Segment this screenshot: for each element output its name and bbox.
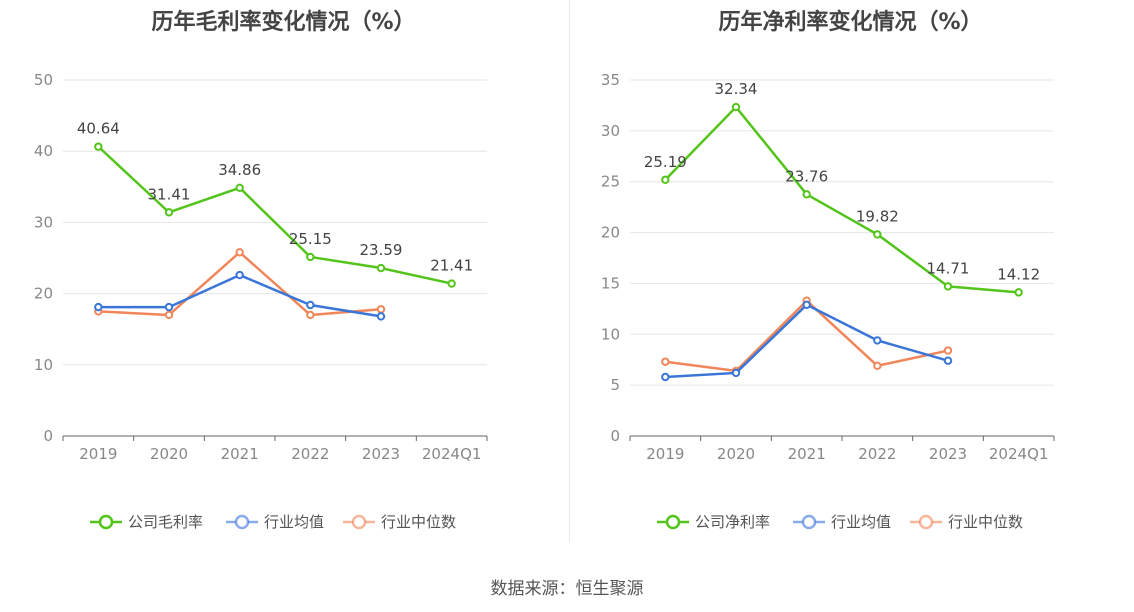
x-tick-label: 2021 [221, 445, 259, 463]
data-point [376, 305, 386, 314]
data-label: 23.76 [785, 167, 828, 185]
y-tick-label: 15 [601, 274, 620, 292]
data-point [802, 300, 811, 309]
y-tick-label: 0 [43, 427, 53, 445]
data-point [661, 357, 670, 366]
data-point [94, 142, 103, 151]
legend-marker-icon [665, 514, 681, 530]
data-point [661, 372, 670, 382]
x-tick-label: 2019 [79, 445, 117, 463]
net-margin-chart: 0 5 10 15 20 25 30 35 2019 2020 2021 2022 2023 2024Q1… [601, 71, 1055, 531]
legend-label: 公司净利率 [695, 513, 770, 531]
net-margin-chart-panel: 历年净利率变化情况（%） 0 5 10 15 20 25 30 35 2019 2020 2021 2… [567, 0, 1134, 545]
data-label: 25.19 [644, 153, 687, 171]
x-tick-label: 2021 [788, 445, 826, 463]
y-tick-label: 20 [34, 285, 53, 303]
x-tick-label: 2024Q1 [422, 445, 482, 463]
legend-label: 行业中位数 [381, 513, 456, 531]
gross-margin-chart-panel: 历年毛利率变化情况（%） 0 10 20 30 40 50 2019 2020 2021 2022… [0, 0, 567, 545]
gross-margin-chart: 0 10 20 30 40 50 2019 2020 2021 2022 2023 2024Q1 40.… [34, 71, 488, 531]
series-line [665, 299, 949, 373]
data-point [306, 252, 315, 262]
data-point [802, 190, 811, 199]
y-tick-label: 50 [34, 71, 53, 89]
data-point [943, 346, 953, 355]
legend-marker-icon [351, 514, 367, 530]
data-point [661, 175, 670, 184]
y-tick-label: 25 [601, 173, 620, 191]
y-tick-label: 20 [601, 224, 620, 242]
y-tick-label: 5 [610, 376, 620, 394]
data-point [731, 102, 741, 112]
data-label: 31.41 [148, 185, 191, 203]
data-point [873, 336, 882, 345]
data-label: 21.41 [430, 257, 473, 275]
data-point [235, 183, 244, 192]
series-line [664, 105, 1019, 294]
data-label: 32.34 [715, 80, 758, 98]
x-tick-label: 2020 [717, 445, 755, 463]
data-label: 14.12 [997, 265, 1040, 283]
y-tick-label: 0 [610, 427, 620, 445]
data-point [235, 248, 244, 257]
y-tick-label: 30 [601, 122, 620, 140]
legend-marker-icon [234, 514, 250, 530]
data-label: 40.64 [77, 120, 120, 138]
data-point [1014, 288, 1023, 297]
data-point [943, 356, 953, 365]
data-source-note: 数据来源：恒生聚源 [490, 579, 644, 599]
chart-title: 历年毛利率变化情况（%） [151, 10, 416, 35]
legend-marker-icon [98, 514, 114, 530]
series-line [98, 273, 382, 318]
data-point [376, 263, 386, 273]
y-tick-label: 30 [34, 213, 53, 231]
data-point [306, 310, 315, 320]
data-label: 34.86 [218, 161, 261, 179]
y-tick-label: 10 [601, 325, 620, 343]
data-label: 14.71 [927, 259, 970, 277]
data-point [164, 208, 174, 217]
data-point [164, 310, 174, 320]
chart-title: 历年净利率变化情况（%） [718, 10, 983, 35]
data-point [873, 361, 882, 371]
data-label: 23.59 [360, 241, 403, 259]
y-tick-label: 35 [601, 71, 620, 89]
legend-label: 行业均值 [831, 513, 891, 531]
data-point [943, 282, 953, 291]
x-tick-label: 2024Q1 [989, 445, 1049, 463]
legend-marker-icon [918, 514, 934, 530]
data-point [94, 302, 103, 312]
legend-label: 公司毛利率 [128, 513, 203, 531]
legend-marker-icon [801, 514, 817, 530]
data-point [164, 302, 174, 312]
data-label: 19.82 [856, 207, 899, 225]
data-point [873, 230, 882, 239]
y-tick-label: 10 [34, 356, 53, 374]
data-point [731, 368, 741, 378]
x-tick-label: 2019 [646, 445, 684, 463]
data-point [376, 312, 386, 321]
x-tick-label: 2023 [929, 445, 967, 463]
x-tick-label: 2023 [362, 445, 400, 463]
legend-label: 行业均值 [264, 513, 324, 531]
panel-divider [569, 0, 570, 542]
x-tick-label: 2020 [150, 445, 188, 463]
y-tick-label: 40 [34, 142, 53, 160]
x-tick-label: 2022 [858, 445, 896, 463]
data-point [235, 270, 244, 280]
legend-label: 行业中位数 [948, 513, 1023, 531]
series-line [97, 145, 452, 285]
data-point [447, 279, 456, 288]
data-label: 25.15 [289, 230, 332, 248]
x-tick-label: 2022 [291, 445, 329, 463]
data-point [306, 300, 315, 310]
